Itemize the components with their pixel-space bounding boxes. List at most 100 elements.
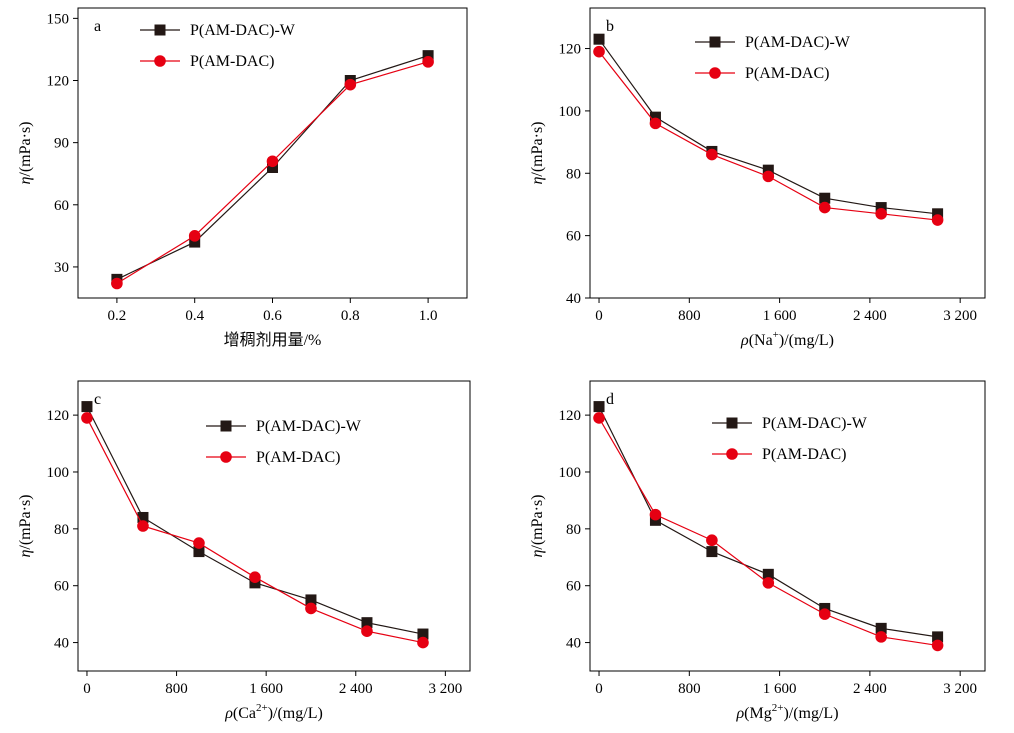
- plot-frame: [77, 7, 468, 299]
- data-point-square: [81, 401, 93, 413]
- data-point-square: [137, 511, 149, 523]
- data-point-square: [875, 202, 887, 214]
- legend-label: P(AM-DAC): [762, 446, 846, 463]
- y-tick-label: 120: [47, 408, 70, 424]
- data-point-square: [819, 192, 831, 204]
- legend-square-marker: [726, 417, 738, 429]
- panel-letter: d: [606, 391, 614, 408]
- y-tick-label: 60: [566, 579, 581, 595]
- x-tick-label: 1 600: [249, 681, 283, 697]
- data-point-circle: [193, 537, 205, 549]
- x-axis-label: ρ(Na+)/(mg/L): [740, 329, 834, 349]
- data-point-circle: [81, 412, 93, 424]
- x-axis-symbol: ρ: [740, 332, 749, 349]
- data-point-square: [305, 594, 317, 606]
- series-line: [598, 406, 938, 638]
- data-point-circle: [266, 155, 279, 168]
- data-point-square: [649, 111, 661, 123]
- legend-circle-marker: [220, 451, 232, 463]
- y-tick-label: 60: [54, 579, 69, 595]
- y-tick-label: 80: [54, 522, 69, 538]
- y-tick-label: 40: [54, 636, 69, 652]
- x-tick-label: 1 600: [763, 308, 797, 324]
- legend-label: P(AM-DAC)-W: [256, 418, 362, 435]
- x-tick-label: 800: [678, 681, 701, 697]
- data-point-circle: [417, 636, 429, 649]
- x-axis-label: 增稠剂用量/%: [224, 331, 322, 349]
- y-axis-label: η/(mPa·s): [529, 494, 546, 557]
- data-point-circle: [931, 639, 944, 652]
- legend-circle-marker: [154, 55, 166, 67]
- data-point-circle: [762, 577, 775, 589]
- data-point-square: [193, 546, 205, 558]
- data-point-circle: [593, 412, 605, 424]
- data-point-circle: [111, 277, 123, 290]
- legend-label: P(AM-DAC): [256, 449, 340, 466]
- x-tick-label: 3 200: [943, 681, 977, 697]
- data-point-circle: [422, 56, 434, 68]
- legend-label: P(AM-DAC): [190, 53, 274, 70]
- x-tick-label: 0.8: [341, 308, 360, 324]
- legend: P(AM-DAC)-W P(AM-DAC): [206, 418, 362, 466]
- data-point-square: [361, 617, 373, 629]
- data-point-square: [932, 631, 944, 643]
- y-tick-label: 100: [47, 465, 70, 481]
- data-point-circle: [305, 602, 317, 615]
- data-point-square: [762, 164, 774, 176]
- series-line: [86, 417, 424, 644]
- x-tick-label: 2 400: [339, 681, 373, 697]
- legend: P(AM-DAC)-W P(AM-DAC): [140, 22, 296, 70]
- y-tick-label: 60: [54, 198, 69, 214]
- series-am-dac-w: [593, 401, 944, 643]
- y-tick-label: 90: [54, 136, 69, 152]
- panel-letter: a: [94, 18, 101, 35]
- y-tick-label: 120: [559, 42, 582, 58]
- data-point-square: [706, 546, 718, 558]
- x-tick-label: 0.6: [263, 308, 282, 324]
- data-point-circle: [706, 534, 718, 547]
- x-axis-label: ρ(Mg2+)/(mg/L): [735, 702, 838, 722]
- series-line: [86, 406, 424, 635]
- x-tick-label: 800: [678, 308, 701, 324]
- x-tick-label: 0: [83, 681, 91, 697]
- data-point-circle: [344, 78, 357, 91]
- series-am-dac: [81, 412, 429, 649]
- x-tick-label: 800: [165, 681, 188, 697]
- y-tick-label: 80: [566, 166, 581, 182]
- y-tick-label: 100: [559, 104, 582, 120]
- x-tick-label: 0.4: [185, 308, 204, 324]
- y-tick-label: 100: [559, 465, 582, 481]
- y-tick-label: 150: [47, 11, 70, 27]
- legend-label: P(AM-DAC)-W: [190, 22, 296, 39]
- data-point-circle: [931, 214, 944, 226]
- series-am-dac: [593, 45, 944, 226]
- data-point-square: [932, 208, 944, 220]
- data-point-square: [267, 162, 278, 173]
- data-point-square: [762, 568, 774, 580]
- legend: P(AM-DAC)-W P(AM-DAC): [712, 415, 868, 463]
- panel-letter: c: [94, 391, 101, 408]
- x-tick-label: 1.0: [419, 308, 438, 324]
- plot-frame: [589, 7, 986, 299]
- data-point-circle: [818, 608, 831, 620]
- x-tick-label: 3 200: [428, 681, 462, 697]
- legend-square-marker: [220, 420, 232, 432]
- data-point-square: [593, 401, 605, 413]
- series-am-dac-w: [81, 401, 429, 640]
- series-am-dac-w: [593, 33, 944, 220]
- y-tick-label: 40: [566, 636, 581, 652]
- panel-letter: b: [606, 18, 614, 35]
- x-tick-label: 3 200: [943, 308, 977, 324]
- x-axis-label: ρ(Ca2+)/(mg/L): [224, 702, 323, 722]
- y-axis-label: η/(mPa·s): [17, 121, 34, 184]
- legend-label: P(AM-DAC)-W: [745, 34, 851, 51]
- plot-frame: [589, 380, 986, 672]
- panel-a: 0.2 0.4 0.6 0.8 1.0 30 60 90 120 150 a 增稠剂用量/% η/(mP…: [17, 7, 468, 349]
- data-point-circle: [762, 170, 775, 183]
- x-axis-symbol: ρ: [224, 705, 233, 722]
- y-tick-label: 30: [54, 260, 69, 276]
- x-axis-symbol: ρ: [735, 705, 744, 722]
- x-tick-label: 2 400: [853, 681, 887, 697]
- data-point-circle: [249, 571, 261, 583]
- y-tick-label: 120: [559, 408, 582, 424]
